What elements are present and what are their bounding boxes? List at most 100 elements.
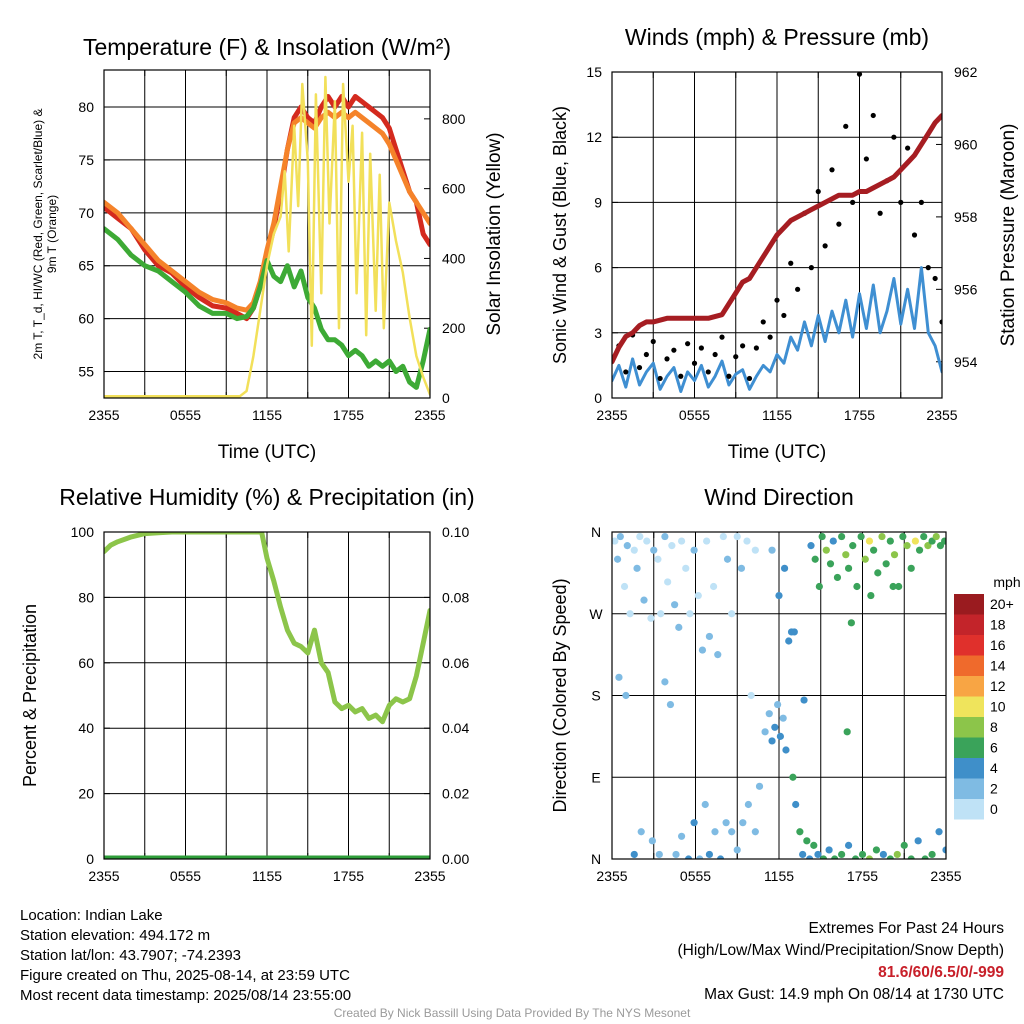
- series-line-solar-insolation: [104, 75, 430, 398]
- y-tick-label: 9: [594, 194, 602, 210]
- direction-point: [826, 560, 835, 568]
- gust-point: [870, 112, 876, 119]
- direction-point: [739, 819, 747, 827]
- direction-point: [620, 582, 629, 591]
- extremes-values: 81.6/60/6.5/0/-999: [878, 964, 1004, 981]
- y2-tick-label: 0.00: [442, 851, 469, 867]
- legend-label: 18: [990, 617, 1006, 633]
- direction-point: [900, 841, 908, 849]
- direction-point: [829, 537, 837, 545]
- direction-point: [924, 542, 932, 550]
- legend-label: 20+: [990, 596, 1014, 612]
- winds-pressure-panel: Winds (mph) & Pressure (mb) 2355 0555 1155 1…: [550, 24, 1019, 463]
- gust-point: [863, 156, 869, 162]
- chart-title: Temperature (F) & Insolation (W/m²): [83, 34, 451, 60]
- y2-tick-label: 0.10: [442, 524, 469, 540]
- legend-swatch: [954, 614, 984, 635]
- x-axis-label: Time (UTC): [218, 442, 317, 463]
- y2-tick-label: 962: [954, 64, 978, 80]
- gust-point: [911, 232, 918, 238]
- gust-point: [746, 375, 753, 382]
- y-tick-label: 65: [78, 258, 94, 274]
- max-gust: Max Gust: 14.9 mph On 08/14 at 1730 UTC: [704, 986, 1004, 1003]
- extremes-subtitle: (High/Low/Max Wind/Precipitation/Snow De…: [677, 942, 1005, 959]
- x-tick-label: 2355: [596, 868, 627, 884]
- direction-point: [838, 532, 846, 541]
- plot-frame: [103, 531, 431, 860]
- extremes-title: Extremes For Past 24 Hours: [808, 920, 1004, 937]
- y2-tick-label: 0: [442, 390, 450, 406]
- direction-point: [921, 855, 929, 859]
- y-axis-label-line: 2m T, T_d, HI/WC (Red, Green, Scarlet/Bl…: [31, 109, 45, 360]
- station-latlon: Station lat/lon: 43.7907; -74.2393: [20, 947, 242, 964]
- direction-point: [842, 551, 850, 559]
- direction-point: [932, 532, 940, 541]
- direction-point: [853, 582, 861, 591]
- y2-tick-label: 0.04: [442, 720, 469, 736]
- plot-series-group: [612, 532, 946, 859]
- y-tick-label: W: [589, 606, 603, 622]
- direction-point: [768, 546, 776, 554]
- direction-point: [803, 837, 811, 845]
- gust-point: [856, 72, 863, 77]
- gust-point: [733, 354, 739, 360]
- gust-point: [781, 312, 787, 319]
- y-tick-label: 55: [78, 364, 94, 380]
- y-tick-label: 80: [78, 589, 94, 605]
- y-tick-label: 60: [78, 655, 94, 671]
- direction-point: [661, 678, 669, 686]
- direction-point: [733, 846, 741, 854]
- gust-point: [671, 347, 677, 353]
- gust-point: [650, 338, 656, 345]
- direction-point: [771, 723, 779, 731]
- series-line-station-pressure: [612, 113, 942, 365]
- direction-point: [796, 828, 804, 836]
- y-axis-label: 2m T, T_d, HI/WC (Red, Green, Scarlet/Bl…: [31, 109, 59, 360]
- y-tick-label: 40: [78, 720, 94, 736]
- direction-point: [847, 619, 855, 627]
- direction-point: [893, 850, 901, 859]
- legend-label: 14: [990, 658, 1006, 674]
- gust-point: [843, 123, 849, 129]
- direction-point: [867, 591, 875, 600]
- legend-label: 10: [990, 699, 1006, 715]
- station-elevation: Station elevation: 494.172 m: [20, 927, 211, 944]
- gust-point: [643, 351, 649, 358]
- direction-point: [682, 564, 690, 572]
- legend-swatch: [954, 778, 984, 799]
- x-tick-label: 0555: [170, 868, 201, 884]
- legend-swatch: [954, 737, 984, 758]
- direction-point: [677, 832, 686, 840]
- direction-point: [709, 582, 718, 591]
- direction-point: [775, 591, 783, 600]
- direction-point: [694, 591, 702, 600]
- direction-point: [861, 555, 869, 563]
- direction-point: [751, 828, 759, 836]
- direction-point: [666, 700, 675, 709]
- x-tick-label: 2355: [414, 407, 445, 423]
- legend-label: 4: [990, 760, 998, 776]
- y-axis-label: Direction (Colored By Speed): [550, 578, 570, 812]
- direction-point: [637, 828, 645, 836]
- direction-point: [935, 828, 943, 836]
- gust-point: [726, 373, 732, 379]
- y-tick-label: E: [591, 769, 600, 785]
- direction-point: [811, 555, 819, 563]
- direction-point: [810, 841, 818, 849]
- series-line-relative-humidity: [104, 532, 430, 725]
- direction-point: [882, 560, 890, 568]
- direction-point: [613, 555, 622, 563]
- direction-point: [807, 542, 815, 550]
- direction-point: [647, 614, 655, 622]
- direction-point: [914, 837, 922, 845]
- chart-title: Winds (mph) & Pressure (mb): [625, 24, 929, 50]
- direction-point: [872, 846, 881, 854]
- gust-point: [623, 369, 629, 375]
- gust-point: [698, 345, 704, 351]
- y-tick-label: 80: [78, 99, 94, 115]
- direction-point: [677, 537, 686, 545]
- direction-point: [776, 732, 784, 740]
- direction-point: [623, 542, 631, 550]
- gust-point: [788, 260, 794, 266]
